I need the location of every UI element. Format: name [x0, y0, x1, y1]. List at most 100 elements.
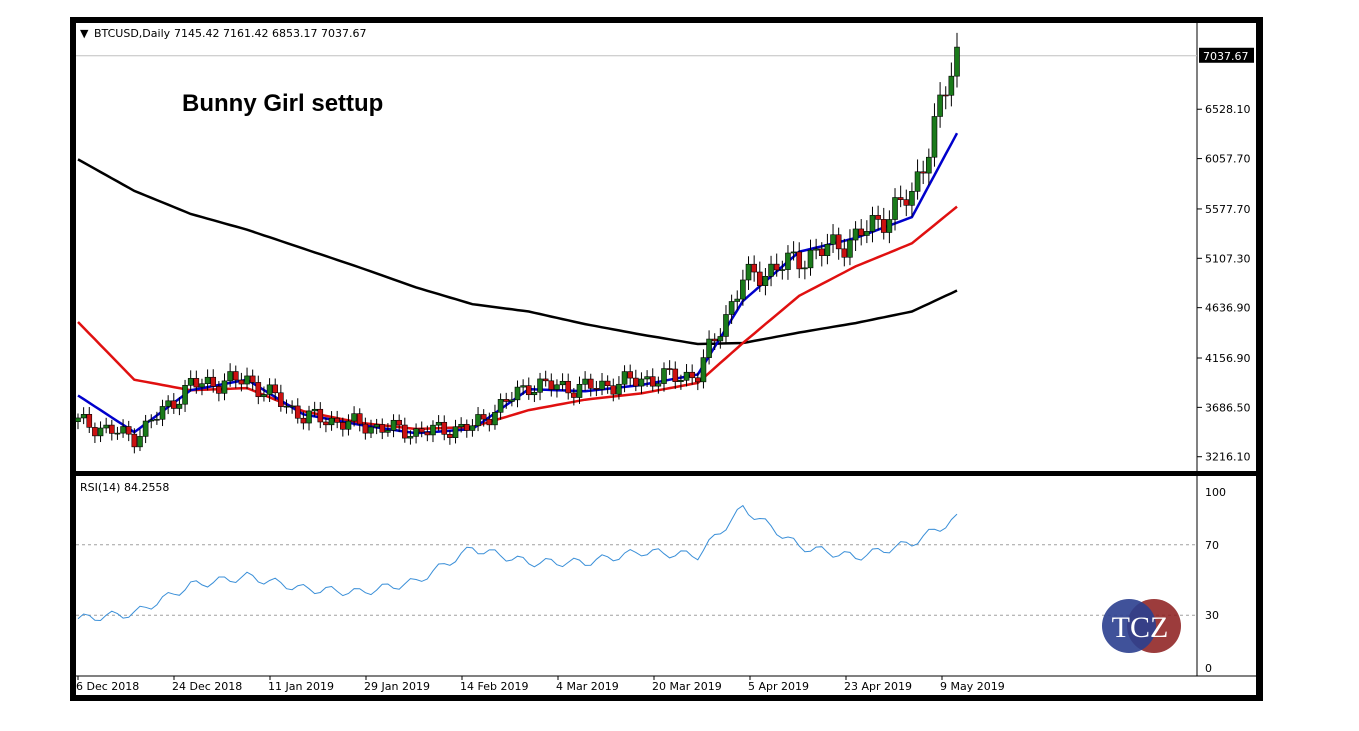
candle-body [306, 410, 312, 424]
candle-body [514, 386, 521, 401]
candle-body [678, 379, 684, 382]
candle-body [486, 418, 493, 426]
candle-body [97, 427, 104, 437]
candle-body [818, 248, 825, 256]
date-tick-label: 6 Dec 2018 [76, 680, 139, 693]
candle-body [587, 378, 594, 389]
price-tick-label: 5107.30 [1205, 252, 1251, 265]
candle-body [830, 234, 836, 245]
candle-body [666, 368, 673, 370]
candle-body [621, 371, 628, 385]
candle-body [458, 423, 464, 428]
candle-body [903, 199, 910, 206]
price-tick-label: 3216.10 [1205, 451, 1251, 464]
candle-body [627, 371, 633, 379]
candle-body [520, 385, 526, 388]
candle-body [148, 419, 155, 422]
candle-body [796, 251, 803, 270]
candle-body [120, 426, 126, 434]
candle-body [610, 385, 617, 395]
candle-body [711, 338, 718, 342]
price-layer [75, 32, 1197, 454]
date-tick-label: 11 Jan 2019 [268, 680, 334, 693]
date-tick-label: 23 Apr 2019 [844, 680, 912, 693]
candle-body [655, 383, 662, 387]
candle-body [109, 424, 115, 434]
candle-body [926, 156, 932, 174]
candle-body [435, 421, 442, 426]
date-tick-label: 24 Dec 2018 [172, 680, 242, 693]
candle-body [430, 424, 436, 436]
candle-body [892, 197, 898, 220]
rsi-panel [76, 476, 1197, 676]
chart-canvas: 6528.10 6057.70 5577.70 5107.30 4636.90 4156.… [75, 23, 1256, 695]
candle-body [509, 399, 515, 402]
price-tick-label: 3686.50 [1205, 401, 1251, 414]
candle-body [199, 383, 205, 388]
candle-body [672, 368, 679, 382]
candle-body [954, 46, 960, 77]
date-tick-label: 14 Feb 2019 [460, 680, 528, 693]
date-tick-label: 20 Mar 2019 [652, 680, 722, 693]
candle-body [294, 405, 301, 419]
candle-body [835, 234, 842, 250]
candle-body [807, 249, 814, 269]
candle-body [728, 301, 735, 315]
price-tick-label: 4156.90 [1205, 352, 1251, 365]
candle-body [937, 94, 943, 117]
price-tick-label: 5577.70 [1205, 203, 1251, 216]
date-tick-label: 29 Jan 2019 [364, 680, 430, 693]
candle-body [847, 239, 853, 258]
candle-body [193, 378, 200, 388]
candle-body [480, 414, 487, 420]
candle-body [216, 386, 222, 394]
candle-body [311, 408, 318, 412]
candle-body [779, 269, 786, 271]
current-price-label: 7037.67 [1203, 50, 1249, 63]
candle-body [255, 382, 262, 398]
candle-body [559, 380, 566, 386]
candle-body [920, 171, 926, 174]
candle-body [187, 378, 194, 386]
candle-body [170, 400, 177, 409]
logo-circle-blue [1102, 599, 1156, 653]
candle-body [886, 219, 893, 233]
symbol-dropdown-icon[interactable]: ▼ [80, 27, 89, 40]
candle-body [86, 414, 93, 428]
candle-body [114, 432, 121, 435]
candle-body [576, 384, 583, 398]
candle-body [368, 426, 374, 434]
candle-body [323, 421, 329, 426]
candle-body [345, 420, 352, 430]
candle-body [638, 378, 645, 387]
candle-body [751, 263, 757, 273]
candle-body [232, 371, 239, 381]
rsi-axis [1197, 476, 1256, 676]
candle-body [283, 405, 290, 408]
candle-body [604, 380, 611, 387]
candle-body [689, 371, 695, 379]
date-tick-label: 9 May 2019 [940, 680, 1005, 693]
candle-body [542, 378, 549, 382]
candle-body [317, 408, 324, 423]
candle-body [897, 197, 904, 200]
candle-body [869, 215, 876, 232]
candle-body [537, 378, 543, 393]
candle-body [616, 383, 622, 395]
candle-body [475, 414, 481, 427]
candle-body [80, 414, 87, 419]
candle-body [503, 399, 510, 402]
candle-body [278, 392, 284, 407]
candle-body [813, 248, 819, 251]
candle-body [396, 419, 402, 426]
candle-body [413, 428, 419, 437]
candle-body [548, 380, 555, 390]
candle-body [599, 380, 605, 390]
candle-body [463, 423, 470, 431]
candle-body [447, 434, 453, 438]
candle-body [723, 314, 729, 337]
candle-body [909, 191, 915, 206]
candle-body [914, 171, 921, 192]
candle-body [824, 244, 831, 256]
candle-body [407, 436, 414, 439]
